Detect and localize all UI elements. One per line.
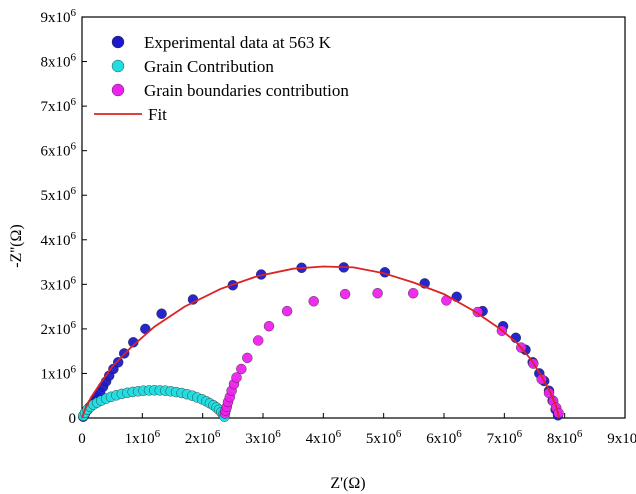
legend-marker-swatch (111, 83, 125, 97)
y-axis-title: -Z''(Ω) (8, 224, 25, 267)
y-tick-label: 9x106 (41, 7, 77, 26)
plot-area (81, 16, 626, 419)
data-point (156, 308, 167, 319)
plot-frame (81, 16, 626, 419)
data-point (236, 363, 247, 375)
ticks: 0 1x106 2x106 3x106 4x106 5x106 6x106 7x106 8x10… (41, 7, 636, 447)
y-tick-label: 5x106 (41, 185, 77, 204)
legend-marker-swatch (111, 35, 125, 49)
x-tick-label: 8x106 (547, 428, 583, 447)
data-point (128, 337, 139, 348)
data-point (242, 352, 253, 364)
x-tick-label: 2x106 (185, 428, 221, 447)
data-point (231, 372, 242, 383)
y-tick-label: 2x106 (41, 319, 77, 338)
x-tick-label: 4x106 (306, 428, 342, 447)
series-experimental-data-at-563-k (77, 262, 564, 422)
data-point (281, 305, 293, 317)
data-point (339, 288, 351, 300)
series-grain-boundaries-contribution (219, 288, 564, 419)
x-tick-label: 0 (78, 431, 86, 447)
y-tick-label: 7x106 (41, 96, 77, 115)
series (77, 262, 564, 422)
data-point (112, 357, 124, 368)
legend-label: Grain Contribution (144, 57, 274, 76)
legend-item: Grain Contribution (111, 57, 274, 76)
legend-item: Fit (94, 105, 167, 124)
series-fit (81, 265, 561, 419)
data-point (263, 321, 275, 332)
y-tick-label: 6x106 (41, 141, 77, 160)
x-tick-label: 7x106 (487, 428, 523, 447)
y-tick-label: 4x106 (41, 230, 77, 249)
legend-item: Experimental data at 563 K (111, 33, 332, 52)
y-tick-label: 3x106 (41, 274, 77, 293)
data-point (408, 288, 419, 299)
y-tick-label: 1x106 (41, 363, 77, 382)
series-grain-contribution (77, 385, 230, 422)
x-tick-label: 6x106 (426, 428, 462, 447)
legend: Experimental data at 563 K Grain Contribu… (94, 33, 349, 124)
legend-label: Fit (148, 105, 167, 124)
x-axis-title: Z'(Ω) (330, 475, 365, 492)
y-tick-label: 0 (69, 411, 77, 427)
x-tick-label: 3x106 (245, 428, 281, 447)
y-tick-label: 8x106 (41, 52, 77, 71)
data-point (308, 296, 319, 307)
data-point (253, 335, 264, 346)
x-tick-label: 5x106 (366, 428, 402, 447)
data-point (372, 288, 383, 299)
x-tick-label: 1x106 (125, 428, 161, 447)
legend-label: Experimental data at 563 K (144, 33, 332, 52)
legend-label: Grain boundaries contribution (144, 81, 349, 100)
legend-marker-swatch (111, 59, 125, 73)
fit-line (81, 265, 561, 419)
legend-item: Grain boundaries contribution (111, 81, 349, 100)
x-tick-label: 9x106 (607, 428, 636, 447)
